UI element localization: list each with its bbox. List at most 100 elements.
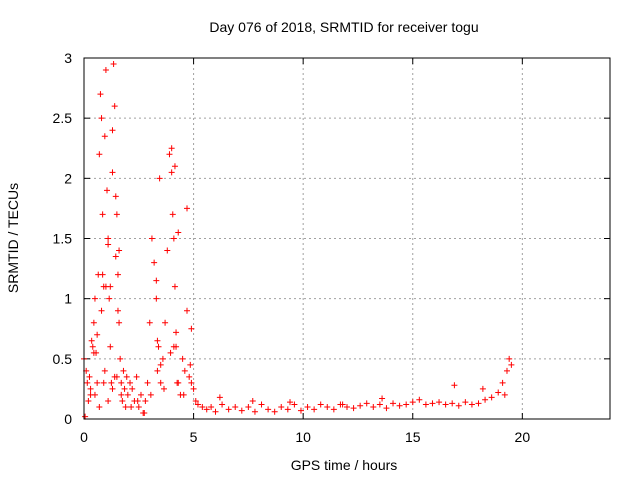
data-point xyxy=(133,373,140,380)
data-point xyxy=(91,391,98,398)
data-point xyxy=(111,373,118,380)
data-point xyxy=(363,400,370,407)
data-point xyxy=(104,187,111,194)
data-point xyxy=(135,403,142,410)
data-point xyxy=(151,259,158,266)
data-point xyxy=(203,406,210,413)
data-point xyxy=(194,401,201,408)
data-point xyxy=(503,367,510,374)
data-point xyxy=(179,355,186,362)
data-point xyxy=(190,385,197,392)
data-point xyxy=(379,395,386,402)
data-point xyxy=(339,401,346,408)
data-point xyxy=(96,403,103,410)
data-point xyxy=(258,401,265,408)
data-point xyxy=(170,343,177,350)
data-point xyxy=(87,385,94,392)
data-point xyxy=(278,403,285,410)
data-point xyxy=(455,402,462,409)
data-point xyxy=(167,349,174,356)
tick-labels: 0 5 10 15 20 0 0.5 1 1.5 2 2.5 3 xyxy=(53,50,531,445)
data-point xyxy=(169,211,176,218)
data-point xyxy=(265,406,272,413)
data-point xyxy=(216,394,223,401)
data-point xyxy=(160,385,167,392)
data-point xyxy=(116,247,123,254)
data-point xyxy=(147,391,154,398)
data-points xyxy=(81,61,515,420)
data-point xyxy=(311,406,318,413)
data-point xyxy=(88,337,95,344)
data-point xyxy=(100,379,107,386)
data-point xyxy=(416,396,423,403)
data-point xyxy=(111,103,118,110)
data-point xyxy=(238,407,245,414)
data-point xyxy=(90,319,97,326)
data-point xyxy=(154,337,161,344)
data-point xyxy=(101,367,108,374)
data-point xyxy=(429,400,436,407)
y-tick-label: 1 xyxy=(64,291,72,307)
data-point xyxy=(157,361,164,368)
data-point xyxy=(113,211,120,218)
data-point xyxy=(219,401,226,408)
data-point xyxy=(436,399,443,406)
data-point xyxy=(109,169,116,176)
y-tick-label: 3 xyxy=(64,50,72,66)
data-point xyxy=(495,389,502,396)
data-point xyxy=(396,402,403,409)
data-point xyxy=(251,408,258,415)
data-point xyxy=(442,401,449,408)
data-point xyxy=(324,403,331,410)
data-point xyxy=(175,229,182,236)
data-point xyxy=(170,235,177,242)
x-tick-label: 10 xyxy=(295,429,311,445)
data-point xyxy=(174,379,181,386)
data-point xyxy=(106,295,113,302)
data-point xyxy=(120,367,127,374)
data-point xyxy=(187,361,194,368)
data-point xyxy=(184,307,191,314)
data-point xyxy=(350,405,357,412)
data-point xyxy=(162,319,169,326)
data-point xyxy=(468,401,475,408)
data-point xyxy=(188,379,195,386)
data-point xyxy=(109,127,116,134)
data-point xyxy=(271,408,278,415)
data-point xyxy=(287,399,294,406)
data-point xyxy=(225,406,232,413)
data-point xyxy=(121,385,128,392)
data-point xyxy=(479,385,486,392)
data-point xyxy=(168,169,175,176)
data-point xyxy=(344,403,350,410)
data-point xyxy=(144,379,151,386)
data-point xyxy=(153,277,160,284)
data-point xyxy=(488,394,495,401)
data-point xyxy=(164,247,171,254)
data-point xyxy=(462,399,469,406)
data-point xyxy=(180,391,187,398)
data-point xyxy=(96,151,103,158)
data-point xyxy=(128,403,135,410)
x-tick-label: 0 xyxy=(80,429,88,445)
x-tick-label: 15 xyxy=(405,429,421,445)
y-tick-label: 0.5 xyxy=(53,351,73,367)
data-point xyxy=(118,379,125,386)
data-point xyxy=(114,307,121,314)
data-point xyxy=(376,401,383,408)
data-point xyxy=(157,379,164,386)
data-point xyxy=(451,382,458,389)
data-point xyxy=(357,402,364,409)
data-point xyxy=(148,235,155,242)
data-point xyxy=(370,403,377,410)
y-axis-label: SRMTID / TECUs xyxy=(5,183,21,293)
data-point xyxy=(383,405,390,412)
data-point xyxy=(124,391,131,398)
data-point xyxy=(403,401,410,408)
data-point xyxy=(99,211,106,218)
data-point xyxy=(171,283,178,290)
data-point xyxy=(482,396,489,403)
data-point xyxy=(123,373,130,380)
data-point xyxy=(422,401,429,408)
